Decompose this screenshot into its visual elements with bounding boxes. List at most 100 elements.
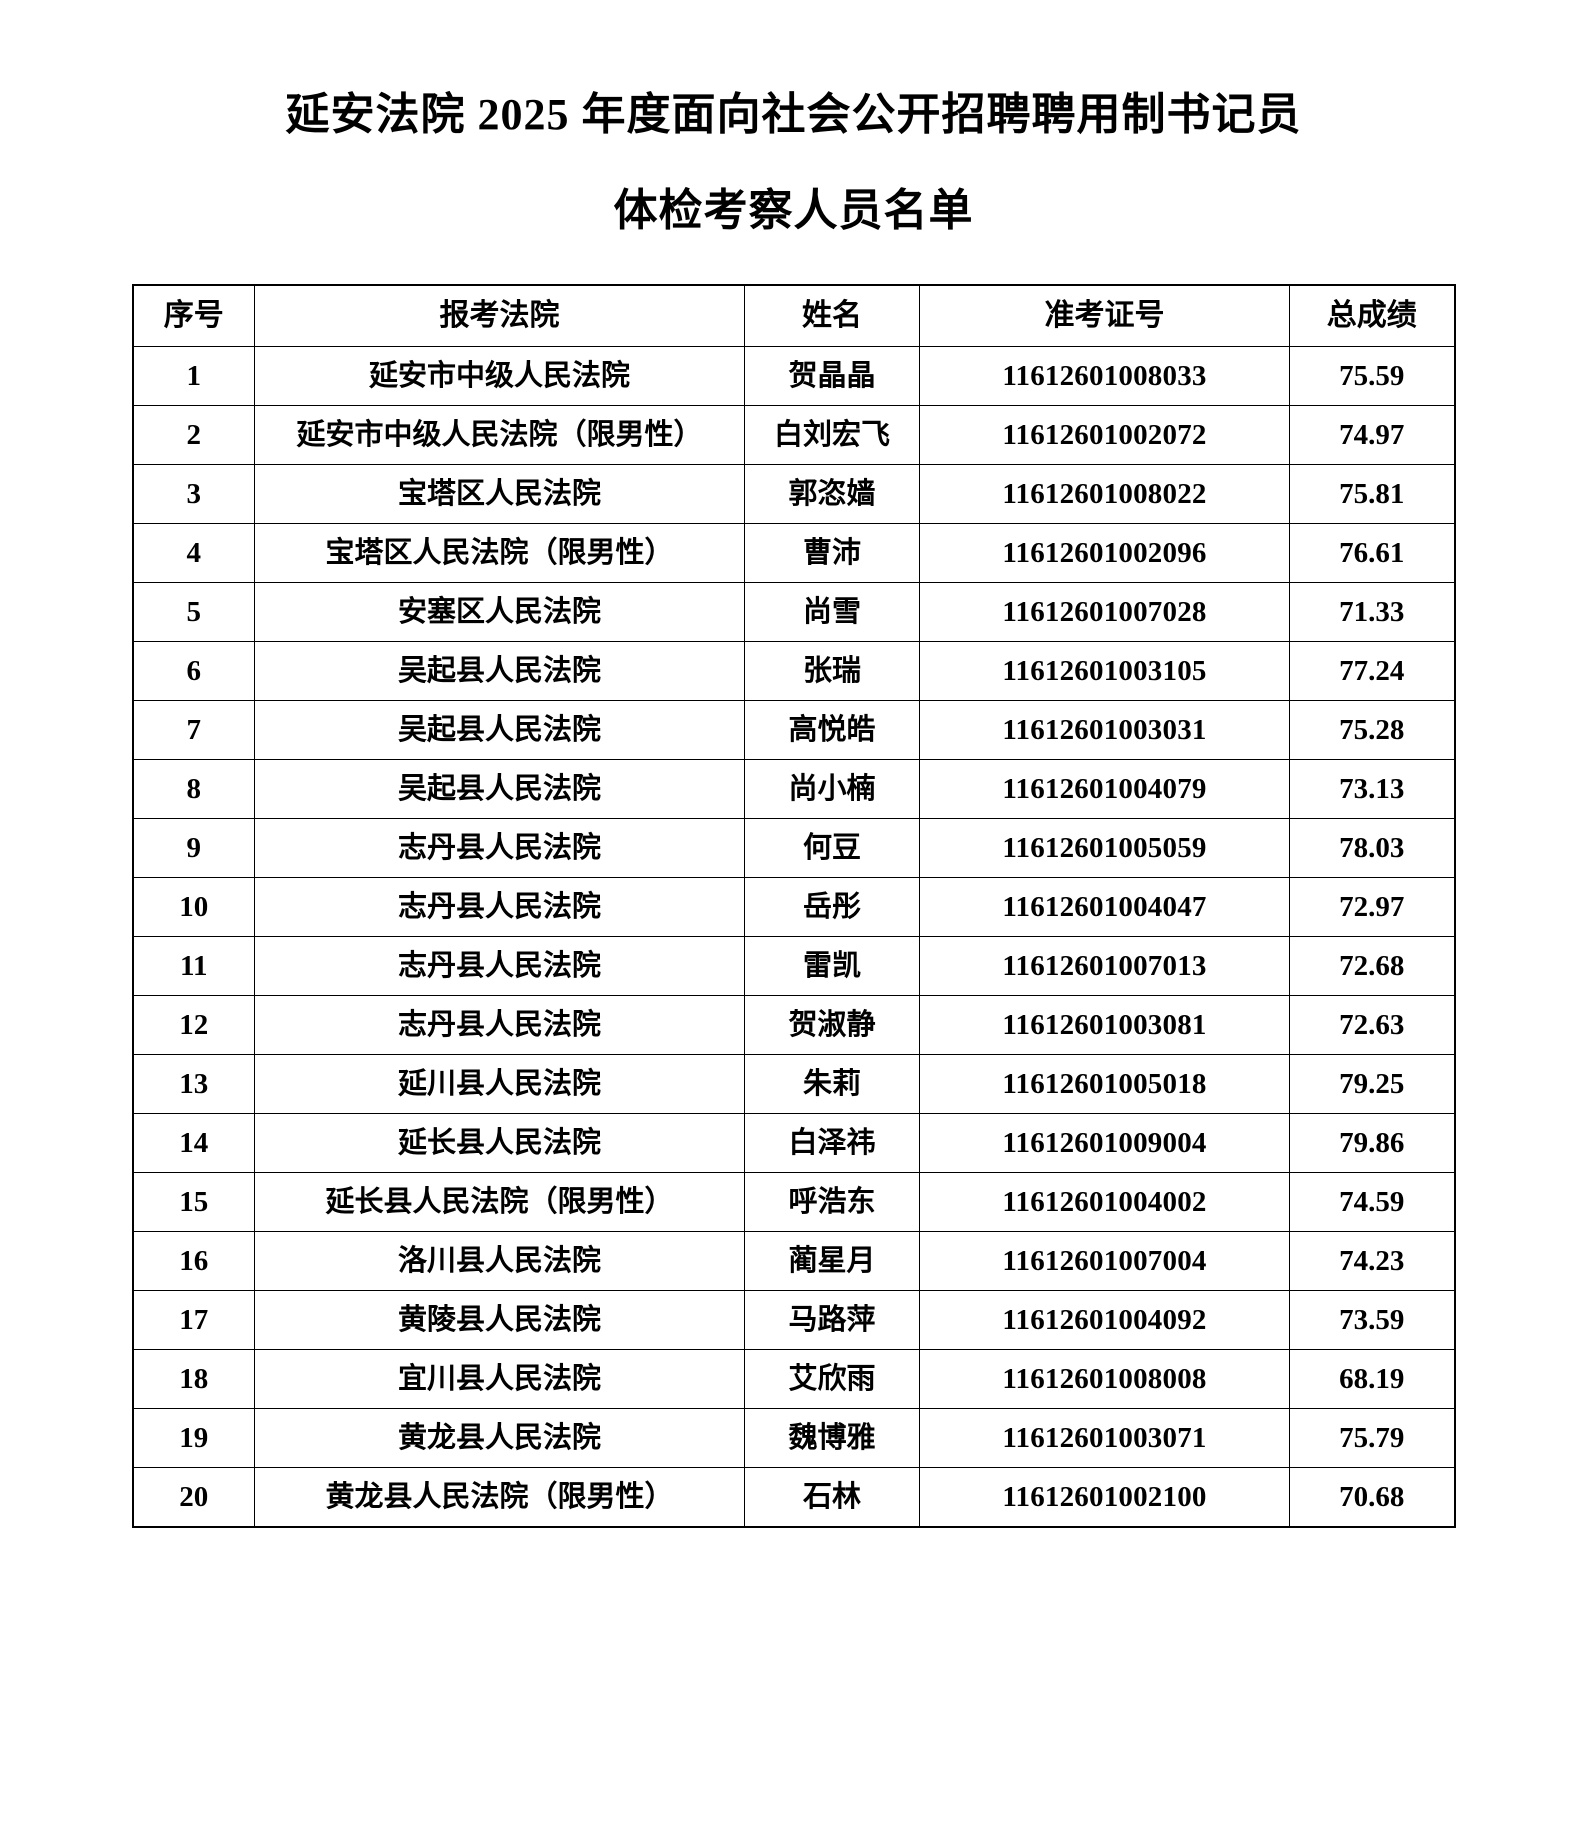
cell-score: 73.59	[1289, 1290, 1455, 1351]
table-row: 5 安塞区人民法院 尚雪 11612601007028 71.33	[132, 582, 1455, 643]
cell-seq: 14	[132, 1113, 255, 1174]
cell-seq: 16	[132, 1231, 255, 1292]
cell-court: 洛川县人民法院	[254, 1231, 745, 1292]
cell-court: 黄龙县人民法院（限男性）	[254, 1467, 745, 1528]
table-row: 6 吴起县人民法院 张瑞 11612601003105 77.24	[132, 641, 1455, 702]
roster-table-container: 序号 报考法院 姓名 准考证号 总成绩 1 延安市中级人民法院 贺晶晶 1161260…	[0, 284, 1587, 1529]
cell-seq: 18	[132, 1349, 255, 1410]
cell-seq: 9	[132, 818, 255, 879]
table-header: 序号 报考法院 姓名 准考证号 总成绩	[132, 284, 1455, 348]
column-header-ticket: 准考证号	[919, 284, 1290, 348]
cell-name: 尚雪	[744, 582, 920, 643]
cell-court: 志丹县人民法院	[254, 995, 745, 1056]
cell-ticket: 11612601008033	[919, 346, 1290, 407]
table-body: 1 延安市中级人民法院 贺晶晶 11612601008033 75.59 2 延安市中级人民…	[132, 346, 1455, 1528]
cell-ticket: 11612601007004	[919, 1231, 1290, 1292]
cell-score: 79.25	[1289, 1054, 1455, 1115]
roster-table: 序号 报考法院 姓名 准考证号 总成绩 1 延安市中级人民法院 贺晶晶 1161260…	[131, 284, 1456, 1529]
column-header-court: 报考法院	[254, 284, 745, 348]
cell-score: 74.23	[1289, 1231, 1455, 1292]
cell-ticket: 11612601004002	[919, 1172, 1290, 1233]
table-row: 11 志丹县人民法院 雷凯 11612601007013 72.68	[132, 936, 1455, 997]
cell-ticket: 11612601003081	[919, 995, 1290, 1056]
cell-ticket: 11612601003031	[919, 700, 1290, 761]
cell-ticket: 11612601007028	[919, 582, 1290, 643]
cell-name: 白泽祎	[744, 1113, 920, 1174]
table-row: 16 洛川县人民法院 蔺星月 11612601007004 74.23	[132, 1231, 1455, 1292]
cell-seq: 17	[132, 1290, 255, 1351]
cell-score: 78.03	[1289, 818, 1455, 879]
cell-seq: 15	[132, 1172, 255, 1233]
cell-ticket: 11612601007013	[919, 936, 1290, 997]
cell-court: 延长县人民法院	[254, 1113, 745, 1174]
cell-ticket: 11612601004079	[919, 759, 1290, 820]
cell-name: 尚小楠	[744, 759, 920, 820]
cell-seq: 1	[132, 346, 255, 407]
cell-seq: 6	[132, 641, 255, 702]
cell-name: 朱莉	[744, 1054, 920, 1115]
table-row: 15 延长县人民法院（限男性） 呼浩东 11612601004002 74.59	[132, 1172, 1455, 1233]
cell-court: 宝塔区人民法院（限男性）	[254, 523, 745, 584]
cell-name: 郭恣嫱	[744, 464, 920, 525]
cell-name: 石林	[744, 1467, 920, 1528]
cell-score: 70.68	[1289, 1467, 1455, 1528]
table-row: 3 宝塔区人民法院 郭恣嫱 11612601008022 75.81	[132, 464, 1455, 525]
cell-court: 志丹县人民法院	[254, 936, 745, 997]
cell-ticket: 11612601008008	[919, 1349, 1290, 1410]
column-header-name: 姓名	[744, 284, 920, 348]
table-row: 17 黄陵县人民法院 马路萍 11612601004092 73.59	[132, 1290, 1455, 1351]
table-row: 14 延长县人民法院 白泽祎 11612601009004 79.86	[132, 1113, 1455, 1174]
cell-court: 延安市中级人民法院（限男性）	[254, 405, 745, 466]
cell-court: 延长县人民法院（限男性）	[254, 1172, 745, 1233]
cell-court: 志丹县人民法院	[254, 877, 745, 938]
cell-seq: 12	[132, 995, 255, 1056]
cell-court: 黄龙县人民法院	[254, 1408, 745, 1469]
cell-ticket: 11612601002072	[919, 405, 1290, 466]
cell-score: 76.61	[1289, 523, 1455, 584]
table-row: 12 志丹县人民法院 贺淑静 11612601003081 72.63	[132, 995, 1455, 1056]
table-row: 7 吴起县人民法院 高悦皓 11612601003031 75.28	[132, 700, 1455, 761]
cell-seq: 8	[132, 759, 255, 820]
cell-name: 高悦皓	[744, 700, 920, 761]
column-header-seq: 序号	[132, 284, 255, 348]
cell-seq: 4	[132, 523, 255, 584]
cell-ticket: 11612601005018	[919, 1054, 1290, 1115]
cell-score: 74.97	[1289, 405, 1455, 466]
cell-seq: 19	[132, 1408, 255, 1469]
table-row: 2 延安市中级人民法院（限男性） 白刘宏飞 11612601002072 74.97	[132, 405, 1455, 466]
cell-seq: 5	[132, 582, 255, 643]
cell-score: 73.13	[1289, 759, 1455, 820]
cell-name: 雷凯	[744, 936, 920, 997]
cell-seq: 2	[132, 405, 255, 466]
cell-ticket: 11612601002100	[919, 1467, 1290, 1528]
cell-court: 宝塔区人民法院	[254, 464, 745, 525]
table-row: 19 黄龙县人民法院 魏博雅 11612601003071 75.79	[132, 1408, 1455, 1469]
cell-name: 呼浩东	[744, 1172, 920, 1233]
cell-seq: 20	[132, 1467, 255, 1528]
cell-name: 曹沛	[744, 523, 920, 584]
cell-court: 安塞区人民法院	[254, 582, 745, 643]
table-row: 4 宝塔区人民法院（限男性） 曹沛 11612601002096 76.61	[132, 523, 1455, 584]
column-header-score: 总成绩	[1289, 284, 1455, 348]
cell-ticket: 11612601004092	[919, 1290, 1290, 1351]
cell-court: 志丹县人民法院	[254, 818, 745, 879]
cell-seq: 7	[132, 700, 255, 761]
cell-name: 何豆	[744, 818, 920, 879]
cell-name: 蔺星月	[744, 1231, 920, 1292]
cell-score: 68.19	[1289, 1349, 1455, 1410]
cell-ticket: 11612601008022	[919, 464, 1290, 525]
cell-score: 75.59	[1289, 346, 1455, 407]
table-row: 18 宜川县人民法院 艾欣雨 11612601008008 68.19	[132, 1349, 1455, 1410]
cell-score: 79.86	[1289, 1113, 1455, 1174]
cell-seq: 10	[132, 877, 255, 938]
cell-seq: 13	[132, 1054, 255, 1115]
table-row: 10 志丹县人民法院 岳彤 11612601004047 72.97	[132, 877, 1455, 938]
cell-court: 黄陵县人民法院	[254, 1290, 745, 1351]
cell-name: 马路萍	[744, 1290, 920, 1351]
cell-ticket: 11612601009004	[919, 1113, 1290, 1174]
cell-court: 吴起县人民法院	[254, 641, 745, 702]
cell-name: 张瑞	[744, 641, 920, 702]
page-title-line-1: 延安法院 2025 年度面向社会公开招聘聘用制书记员	[285, 90, 1302, 139]
cell-score: 74.59	[1289, 1172, 1455, 1233]
cell-seq: 11	[132, 936, 255, 997]
